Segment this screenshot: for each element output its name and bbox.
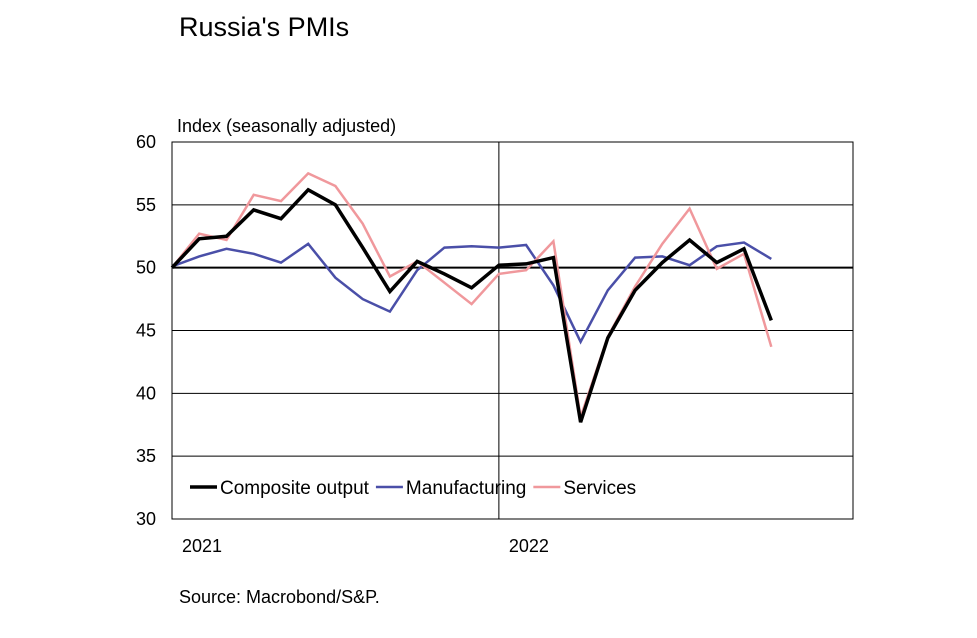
- legend: Composite output Manufacturing Services: [190, 478, 636, 499]
- series-lines: [170, 171, 773, 423]
- source-note: Source: Macrobond/S&P.: [179, 587, 380, 607]
- y-tick-labels: 30 35 40 45 50 55 60: [136, 132, 156, 529]
- series-line-services: [171, 171, 773, 418]
- legend-label-services: Services: [563, 478, 636, 499]
- chart-title: Russia's PMIs: [179, 12, 350, 42]
- y-tick-label-60: 60: [136, 132, 156, 152]
- y-tick-label-40: 40: [136, 383, 156, 403]
- y-tick-label-35: 35: [136, 446, 156, 466]
- series-line-composite-output: [170, 187, 773, 423]
- plot-frame-group: [171, 141, 854, 520]
- x-tick-labels: 2021 2022: [182, 536, 549, 556]
- plot-frame: [171, 141, 854, 520]
- y-tick-label-50: 50: [136, 258, 156, 278]
- y-tick-label-55: 55: [136, 195, 156, 215]
- gridlines: [172, 142, 853, 519]
- x-tick-label-2021: 2021: [182, 536, 222, 556]
- series-line-manufacturing: [171, 241, 772, 345]
- legend-label-manufacturing: Manufacturing: [406, 478, 526, 499]
- y-tick-label-45: 45: [136, 321, 156, 341]
- y-tick-label-30: 30: [136, 509, 156, 529]
- legend-label-composite-output: Composite output: [220, 478, 370, 499]
- y-axis-label: Index (seasonally adjusted): [177, 116, 397, 136]
- x-tick-label-2022: 2022: [509, 536, 549, 556]
